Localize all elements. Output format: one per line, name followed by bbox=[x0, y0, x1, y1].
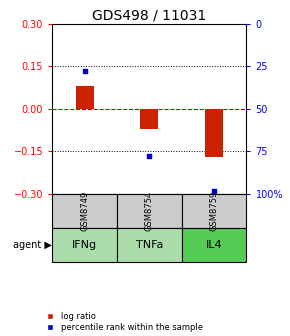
Point bbox=[82, 69, 87, 74]
Text: GSM8759: GSM8759 bbox=[210, 191, 219, 231]
Bar bbox=[75, 86, 94, 109]
Legend: log ratio, percentile rank within the sample: log ratio, percentile rank within the sa… bbox=[42, 312, 203, 332]
Bar bbox=[52, 228, 117, 262]
Bar bbox=[140, 109, 158, 129]
Bar bbox=[52, 194, 117, 228]
Text: IFNg: IFNg bbox=[72, 240, 97, 250]
Text: TNFa: TNFa bbox=[136, 240, 163, 250]
Bar bbox=[182, 194, 246, 228]
Bar bbox=[182, 228, 246, 262]
Bar bbox=[117, 194, 182, 228]
Point bbox=[212, 188, 216, 193]
Text: GSM8754: GSM8754 bbox=[145, 191, 154, 231]
Text: agent ▶: agent ▶ bbox=[13, 240, 52, 250]
Bar bbox=[205, 109, 223, 157]
Text: GSM8749: GSM8749 bbox=[80, 191, 89, 231]
Text: IL4: IL4 bbox=[206, 240, 222, 250]
Point bbox=[147, 154, 152, 159]
Bar bbox=[117, 228, 182, 262]
Title: GDS498 / 11031: GDS498 / 11031 bbox=[92, 8, 206, 23]
